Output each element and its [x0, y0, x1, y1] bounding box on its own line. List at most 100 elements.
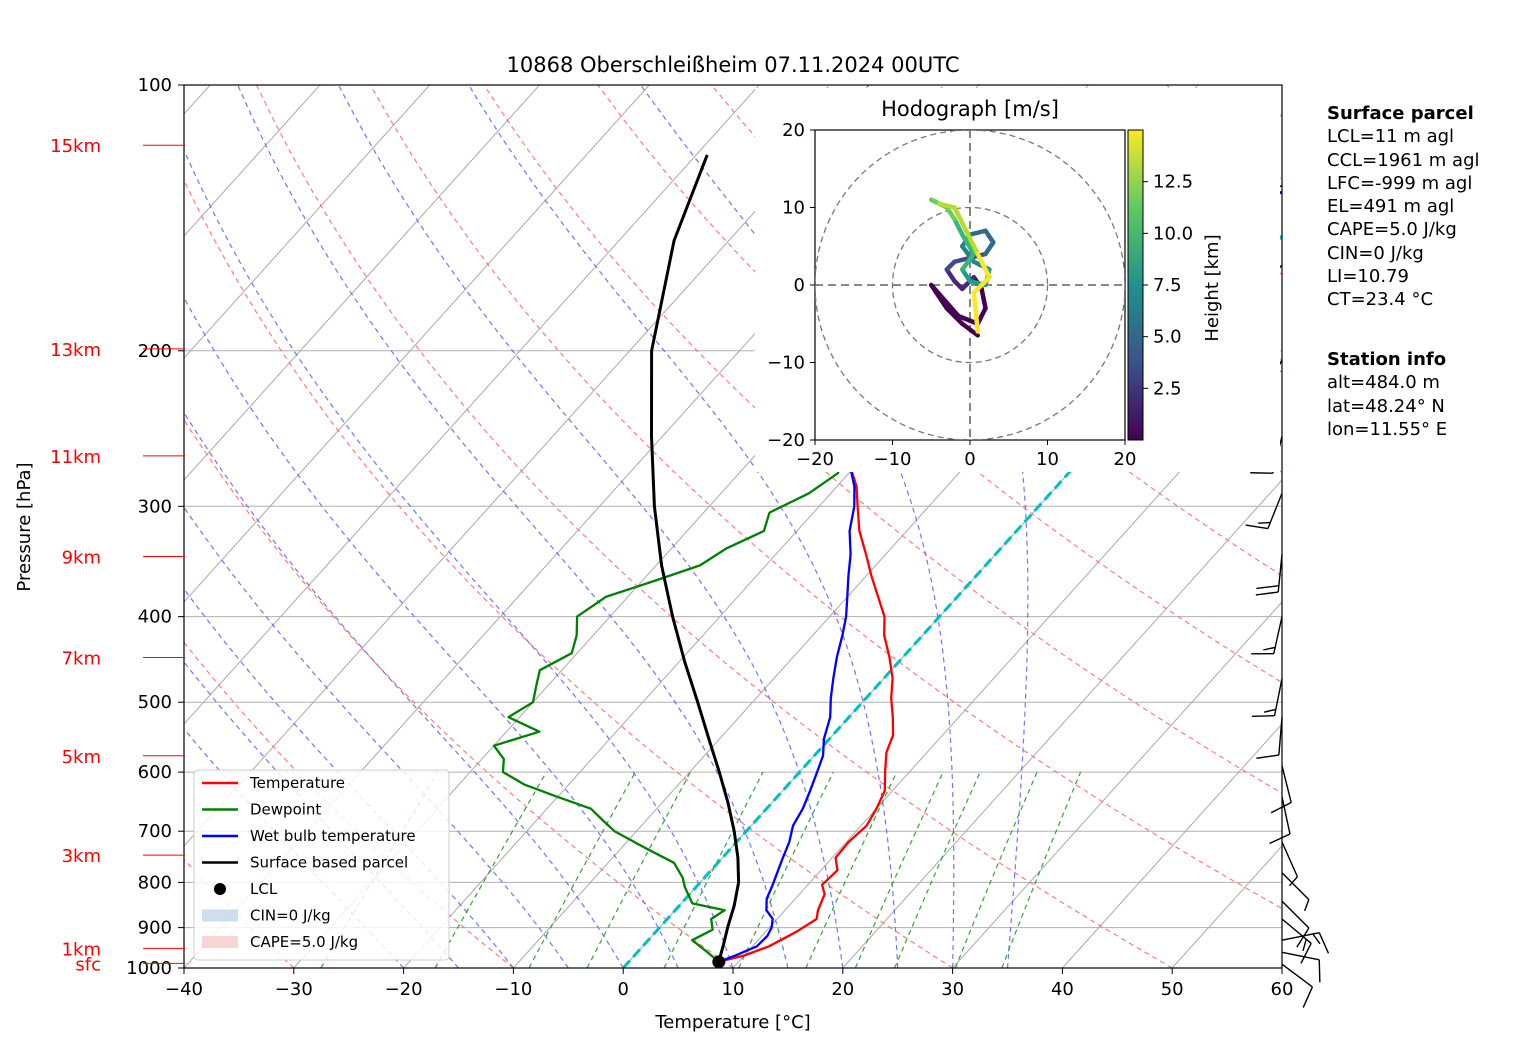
wind-barb-staff — [1281, 841, 1299, 878]
height-label: 13km — [50, 340, 101, 361]
hodograph-ring — [891, 206, 1049, 364]
wind-barb-flag — [1245, 524, 1268, 530]
surface-parcel-heading: Surface parcel — [1327, 103, 1474, 124]
legend-label: Dewpoint — [250, 801, 321, 819]
dry-adiabat — [184, 641, 514, 968]
height-label: 11km — [50, 447, 101, 468]
station-info-line: alt=484.0 m — [1327, 372, 1440, 394]
hodograph-segment — [960, 251, 977, 272]
colorbar-tick-label: 5.0 — [1153, 327, 1182, 348]
legend-box — [193, 769, 450, 961]
height-label: 15km — [50, 136, 101, 157]
wind-barb-flag — [1258, 521, 1271, 524]
moist-adiabat — [237, 85, 789, 968]
wind-barb-staff — [1281, 796, 1291, 835]
x-tick-label: 20 — [831, 979, 854, 1000]
wind-barb-flag — [1288, 876, 1298, 887]
hodograph-segment — [944, 267, 957, 284]
hodograph-segment — [983, 228, 996, 245]
hodograph-segment — [960, 267, 973, 284]
wind-barb-staff — [1281, 951, 1320, 961]
isotherm-line — [1062, 723, 1282, 968]
surface-based-parcel-line — [650, 154, 741, 963]
hodograph-segment — [979, 286, 988, 311]
hodograph: −20−20 −10 −10 0 0 10 10 20 20 Hodograph [m/s] 2.5… — [755, 88, 1280, 472]
legend: Temperature Dewpoint Wet bulb temperature S… — [193, 769, 450, 961]
hodograph-segment — [944, 306, 965, 326]
colorbar-label: Height [km] — [1202, 234, 1223, 341]
hodograph-x-tick-label: 0 — [964, 449, 975, 470]
surface-parcel-line: LFC=-999 m agl — [1327, 172, 1473, 194]
wind-barb-flag — [1302, 986, 1314, 1008]
isotherm-line — [184, 85, 650, 603]
hodograph-segment — [952, 255, 973, 264]
isotherm-line — [952, 601, 1282, 968]
height-label: 5km — [62, 747, 101, 768]
moist-adiabat — [184, 588, 514, 968]
x-tick-label: 60 — [1271, 979, 1294, 1000]
wind-barb-flag — [1255, 591, 1279, 596]
hodograph-segment — [952, 205, 965, 226]
y-tick-label: 900 — [138, 918, 172, 939]
colorbar-tick-label: 2.5 — [1153, 378, 1182, 399]
x-tick-label: −30 — [275, 979, 313, 1000]
x-tick-label: 0 — [617, 979, 628, 1000]
mixing-ratio-line — [954, 771, 1038, 968]
wind-barb-flag — [1318, 932, 1330, 954]
hodograph-segment — [960, 232, 977, 257]
freezing-isotherm — [622, 233, 1282, 968]
y-tick-label: 200 — [138, 341, 172, 362]
hodograph-segment — [967, 228, 988, 237]
surface-parcel-line: LCL=11 m agl — [1327, 126, 1455, 148]
isotherm-line — [184, 85, 760, 725]
hodograph-segment — [929, 282, 961, 319]
hodograph-x-tick-label: 20 — [1114, 449, 1137, 470]
wind-barb-flag — [1270, 801, 1292, 814]
hodograph-y-tick-label: 0 — [794, 275, 805, 296]
wind-barb-staff — [1278, 717, 1283, 756]
hodograph-segment — [960, 321, 980, 338]
wind-barb-flag — [1318, 959, 1321, 983]
surface-parcel-line: LI=10.79 — [1327, 266, 1409, 288]
hodograph-segment — [960, 220, 980, 257]
y-tick-label: 300 — [138, 496, 172, 517]
surface-parcel-line: CCL=1961 m agl — [1327, 149, 1480, 171]
isotherm-line — [842, 479, 1282, 968]
wind-barb-staff — [1281, 872, 1310, 901]
mixing-ratio-line — [1001, 771, 1082, 968]
y-tick-label: 500 — [138, 692, 172, 713]
wind-barb-flag — [1296, 927, 1310, 948]
surface-parcel-line: EL=491 m agl — [1327, 196, 1455, 218]
x-tick-label: −20 — [385, 979, 423, 1000]
y-tick-label: 1000 — [126, 958, 172, 979]
height-label: sfc — [75, 954, 101, 975]
legend-label: CAPE=5.0 J/kg — [250, 933, 358, 951]
mixing-ratio-line — [805, 771, 898, 968]
mixing-ratio-line — [854, 771, 944, 968]
legend-label: Temperature — [249, 774, 345, 792]
legend-label: CIN=0 J/kg — [250, 907, 331, 925]
dry-adiabat — [255, 85, 1173, 968]
station-info-line: lon=11.55° E — [1327, 418, 1448, 440]
colorbar-tick-label: 7.5 — [1153, 275, 1182, 296]
isotherm-line — [184, 85, 870, 847]
moist-adiabat — [184, 411, 624, 968]
y-axis-label: Pressure [hPa] — [14, 462, 35, 591]
wind-barb-flag — [1256, 584, 1279, 590]
x-tick-label: 10 — [722, 979, 745, 1000]
legend-label: Surface based parcel — [250, 854, 408, 872]
isotherm-line — [732, 357, 1282, 968]
hodograph-y-tick-label: −20 — [767, 430, 805, 451]
height-label: 3km — [62, 846, 101, 867]
hodograph-x-tick-label: 10 — [1036, 449, 1059, 470]
station-info-heading: Station info — [1327, 349, 1447, 370]
hodograph-title: Hodograph [m/s] — [881, 97, 1059, 121]
mixing-ratio-line — [586, 771, 691, 968]
isotherm-line — [184, 85, 431, 359]
wind-barb-flag — [1256, 754, 1279, 759]
dry-adiabat — [184, 178, 953, 968]
moist-adiabat — [338, 85, 844, 968]
height-label: 1km — [62, 939, 101, 960]
